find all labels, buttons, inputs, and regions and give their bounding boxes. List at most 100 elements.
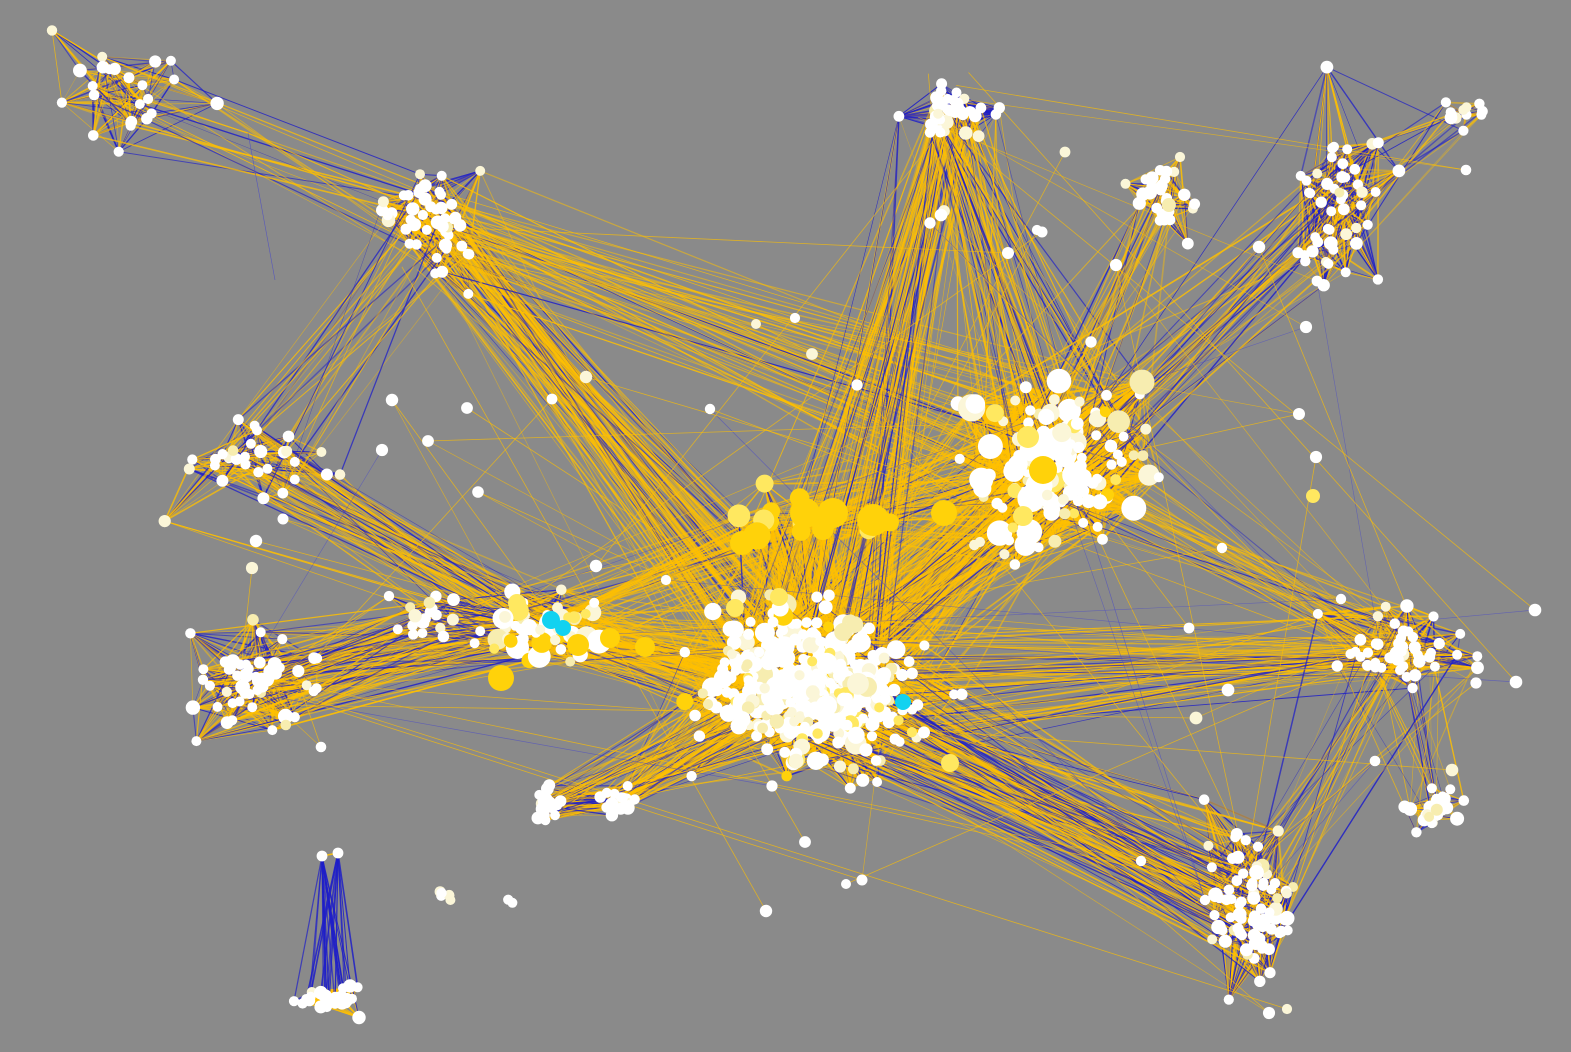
graph-node[interactable]: [874, 702, 885, 713]
graph-node[interactable]: [1345, 649, 1356, 659]
graph-node[interactable]: [757, 722, 768, 734]
graph-node[interactable]: [1249, 865, 1264, 880]
graph-node[interactable]: [1429, 661, 1440, 672]
graph-node[interactable]: [1458, 125, 1469, 136]
graph-node[interactable]: [1380, 601, 1391, 612]
graph-node[interactable]: [292, 664, 305, 678]
graph-node[interactable]: [825, 677, 836, 689]
graph-node[interactable]: [1472, 651, 1483, 662]
graph-node[interactable]: [799, 836, 811, 848]
graph-node[interactable]: [990, 109, 1002, 120]
graph-node[interactable]: [499, 611, 511, 623]
graph-node[interactable]: [108, 62, 121, 75]
graph-node[interactable]: [1225, 912, 1236, 923]
graph-node[interactable]: [1326, 152, 1337, 163]
graph-node[interactable]: [1207, 934, 1218, 945]
graph-node[interactable]: [448, 594, 459, 605]
graph-node[interactable]: [281, 445, 293, 457]
graph-node[interactable]: [972, 130, 985, 143]
graph-node[interactable]: [1023, 417, 1034, 429]
graph-node[interactable]: [833, 669, 846, 683]
graph-hub-node[interactable]: [857, 504, 889, 536]
graph-node[interactable]: [1362, 647, 1374, 658]
graph-node[interactable]: [87, 81, 98, 91]
graph-node[interactable]: [316, 850, 328, 862]
graph-node[interactable]: [686, 770, 697, 782]
graph-node[interactable]: [930, 93, 943, 105]
graph-node[interactable]: [1118, 431, 1129, 442]
graph-node[interactable]: [1002, 247, 1014, 259]
graph-node[interactable]: [278, 708, 293, 724]
graph-node[interactable]: [463, 249, 475, 260]
graph-node[interactable]: [1246, 879, 1258, 892]
graph-node[interactable]: [1154, 165, 1166, 176]
graph-node[interactable]: [1183, 622, 1195, 634]
graph-node[interactable]: [1091, 430, 1102, 441]
graph-node[interactable]: [1329, 141, 1339, 152]
graph-node[interactable]: [1293, 408, 1305, 420]
graph-node[interactable]: [1334, 187, 1345, 198]
graph-node[interactable]: [253, 467, 264, 478]
graph-node[interactable]: [1203, 840, 1214, 851]
graph-node[interactable]: [421, 224, 432, 235]
graph-node[interactable]: [280, 719, 292, 731]
graph-node[interactable]: [1110, 474, 1122, 485]
graph-node[interactable]: [187, 454, 198, 465]
graph-node[interactable]: [431, 204, 442, 215]
graph-node[interactable]: [959, 126, 973, 140]
graph-hub-node[interactable]: [730, 531, 754, 555]
graph-node[interactable]: [1236, 896, 1247, 908]
graph-node[interactable]: [816, 652, 838, 674]
graph-node[interactable]: [419, 613, 431, 625]
graph-node[interactable]: [1262, 1006, 1276, 1020]
graph-node[interactable]: [925, 118, 937, 131]
graph-node[interactable]: [1247, 928, 1261, 942]
graph-node[interactable]: [1354, 633, 1367, 646]
graph-node[interactable]: [417, 628, 428, 639]
graph-node[interactable]: [1073, 441, 1085, 453]
graph-node[interactable]: [936, 78, 948, 90]
graph-node[interactable]: [798, 629, 809, 640]
graph-node[interactable]: [1407, 631, 1419, 643]
graph-node[interactable]: [870, 755, 882, 766]
graph-node[interactable]: [469, 638, 480, 649]
graph-node[interactable]: [1092, 494, 1108, 510]
graph-node[interactable]: [785, 697, 796, 708]
graph-node[interactable]: [267, 725, 278, 736]
graph-node[interactable]: [746, 656, 763, 673]
graph-node[interactable]: [1218, 934, 1232, 948]
graph-node[interactable]: [1059, 146, 1071, 158]
graph-node[interactable]: [1007, 522, 1019, 533]
graph-node[interactable]: [1369, 755, 1381, 767]
graph-node[interactable]: [846, 639, 861, 654]
graph-node[interactable]: [1528, 603, 1542, 617]
graph-node[interactable]: [1401, 671, 1412, 682]
graph-node[interactable]: [623, 800, 634, 810]
graph-node[interactable]: [385, 393, 399, 407]
graph-node[interactable]: [1252, 919, 1264, 931]
graph-node[interactable]: [954, 453, 965, 464]
graph-node[interactable]: [436, 887, 447, 899]
graph-node[interactable]: [968, 109, 982, 123]
graph-node[interactable]: [270, 667, 282, 680]
graph-node[interactable]: [249, 534, 263, 548]
graph-node[interactable]: [46, 25, 58, 36]
graph-node[interactable]: [851, 379, 863, 391]
graph-node[interactable]: [1189, 711, 1203, 725]
graph-node[interactable]: [851, 701, 863, 713]
graph-node[interactable]: [517, 632, 529, 645]
graph-node[interactable]: [788, 753, 804, 769]
graph-node[interactable]: [1120, 178, 1131, 189]
graph-node[interactable]: [866, 717, 878, 728]
graph-node[interactable]: [1121, 495, 1147, 521]
graph-node[interactable]: [1056, 442, 1073, 458]
graph-node[interactable]: [679, 646, 691, 658]
graph-node[interactable]: [743, 628, 754, 640]
graph-node[interactable]: [315, 741, 327, 753]
graph-node[interactable]: [1471, 661, 1484, 675]
graph-node[interactable]: [277, 634, 288, 645]
graph-node[interactable]: [956, 688, 968, 701]
graph-node[interactable]: [475, 165, 486, 176]
graph-node[interactable]: [219, 656, 232, 668]
graph-node[interactable]: [778, 625, 789, 636]
